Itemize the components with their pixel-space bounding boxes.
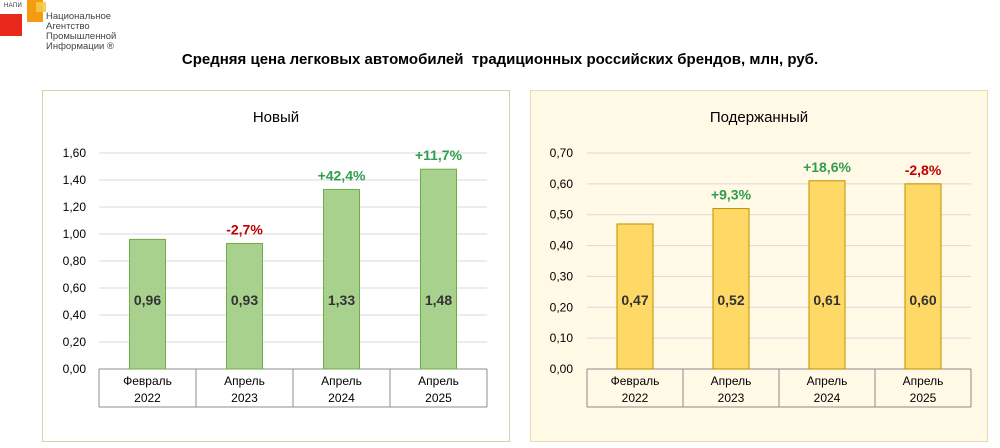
bar: [226, 242, 263, 370]
y-tick-label: 0,20: [63, 335, 87, 349]
change-percent-label: +9,3%: [711, 187, 752, 203]
bar-value-label: 0,93: [231, 292, 258, 308]
chart-new-svg: Новый 0,00 0,20 0,40 0,60 0,80 1,00 1,20 1,40 1,6…: [63, 109, 488, 408]
y-tick-label: 0,40: [550, 239, 574, 253]
logo-red-square: [0, 14, 22, 36]
logo-organization-name: Национальное Агентство Промышленной Инфо…: [46, 11, 117, 52]
category-label-year: 2023: [231, 391, 258, 405]
chart-panel-used: Подержанный 0,00 0,10 0,20 0,30 0,40 0,50 0,60 0…: [530, 90, 988, 442]
bar-value-label: 0,60: [909, 292, 936, 308]
category-label-month: Апрель: [418, 374, 459, 388]
y-tick-label: 0,60: [550, 177, 574, 191]
chart-title: Новый: [253, 109, 299, 126]
page-title: Средняя цена легковых автомобилей традиц…: [181, 51, 819, 68]
category-label-month: Апрель: [807, 374, 848, 388]
category-label-month: Февраль: [611, 374, 660, 388]
logo-abbreviation: НАПИ: [4, 3, 23, 9]
category-label-year: 2025: [910, 391, 937, 405]
y-tick-label: 0,60: [63, 281, 87, 295]
category-label-month: Февраль: [123, 374, 172, 388]
category-label-year: 2022: [622, 391, 649, 405]
bar: [323, 188, 360, 370]
bar-value-label: 0,61: [813, 292, 840, 308]
change-percent-label: +11,7%: [415, 147, 463, 163]
change-percent-label: -2,7%: [226, 221, 263, 237]
bar-value-label: 1,33: [328, 292, 355, 308]
chart-panel-new: Новый 0,00 0,20 0,40 0,60 0,80 1,00 1,20 1,40 1,6…: [42, 90, 510, 442]
y-tick-label: 1,40: [63, 173, 87, 187]
y-tick-label: 0,40: [63, 308, 87, 322]
y-tick-label: 0,70: [550, 146, 574, 160]
chart-title: Подержанный: [710, 109, 808, 126]
change-percent-label: -2,8%: [905, 162, 942, 178]
napi-logo: НАПИ Национальное Агентство Промышленной…: [0, 0, 120, 60]
bar: [616, 223, 654, 370]
y-tick-label: 1,60: [63, 146, 87, 160]
y-tick-label: 0,00: [550, 362, 574, 376]
y-tick-label: 0,20: [550, 300, 574, 314]
chart-used-svg: Подержанный 0,00 0,10 0,20 0,30 0,40 0,50 0,60 0…: [550, 109, 972, 408]
category-label-month: Апрель: [711, 374, 752, 388]
logo-yellow-square: [36, 2, 46, 12]
bar: [420, 168, 457, 370]
y-tick-label: 1,00: [63, 227, 87, 241]
bar-value-label: 0,96: [134, 292, 161, 308]
y-tick-label: 1,20: [63, 200, 87, 214]
category-label-year: 2024: [328, 391, 355, 405]
category-label-month: Апрель: [224, 374, 265, 388]
category-label-month: Апрель: [903, 374, 944, 388]
bar-value-label: 0,47: [621, 292, 648, 308]
y-tick-label: 0,30: [550, 269, 574, 283]
bar: [808, 180, 846, 370]
bar-value-label: 1,48: [425, 292, 452, 308]
bar: [129, 238, 166, 370]
category-label-month: Апрель: [321, 374, 362, 388]
y-tick-label: 0,00: [63, 362, 87, 376]
bar: [712, 208, 750, 370]
y-tick-label: 0,80: [63, 254, 87, 268]
category-label-year: 2022: [134, 391, 161, 405]
change-percent-label: +42,4%: [318, 167, 366, 183]
category-label-year: 2023: [718, 391, 745, 405]
y-tick-label: 0,10: [550, 331, 574, 345]
category-label-year: 2024: [814, 391, 841, 405]
category-label-year: 2025: [425, 391, 452, 405]
bar: [904, 183, 942, 370]
y-tick-label: 0,50: [550, 208, 574, 222]
bar-value-label: 0,52: [717, 292, 744, 308]
change-percent-label: +18,6%: [803, 159, 851, 175]
